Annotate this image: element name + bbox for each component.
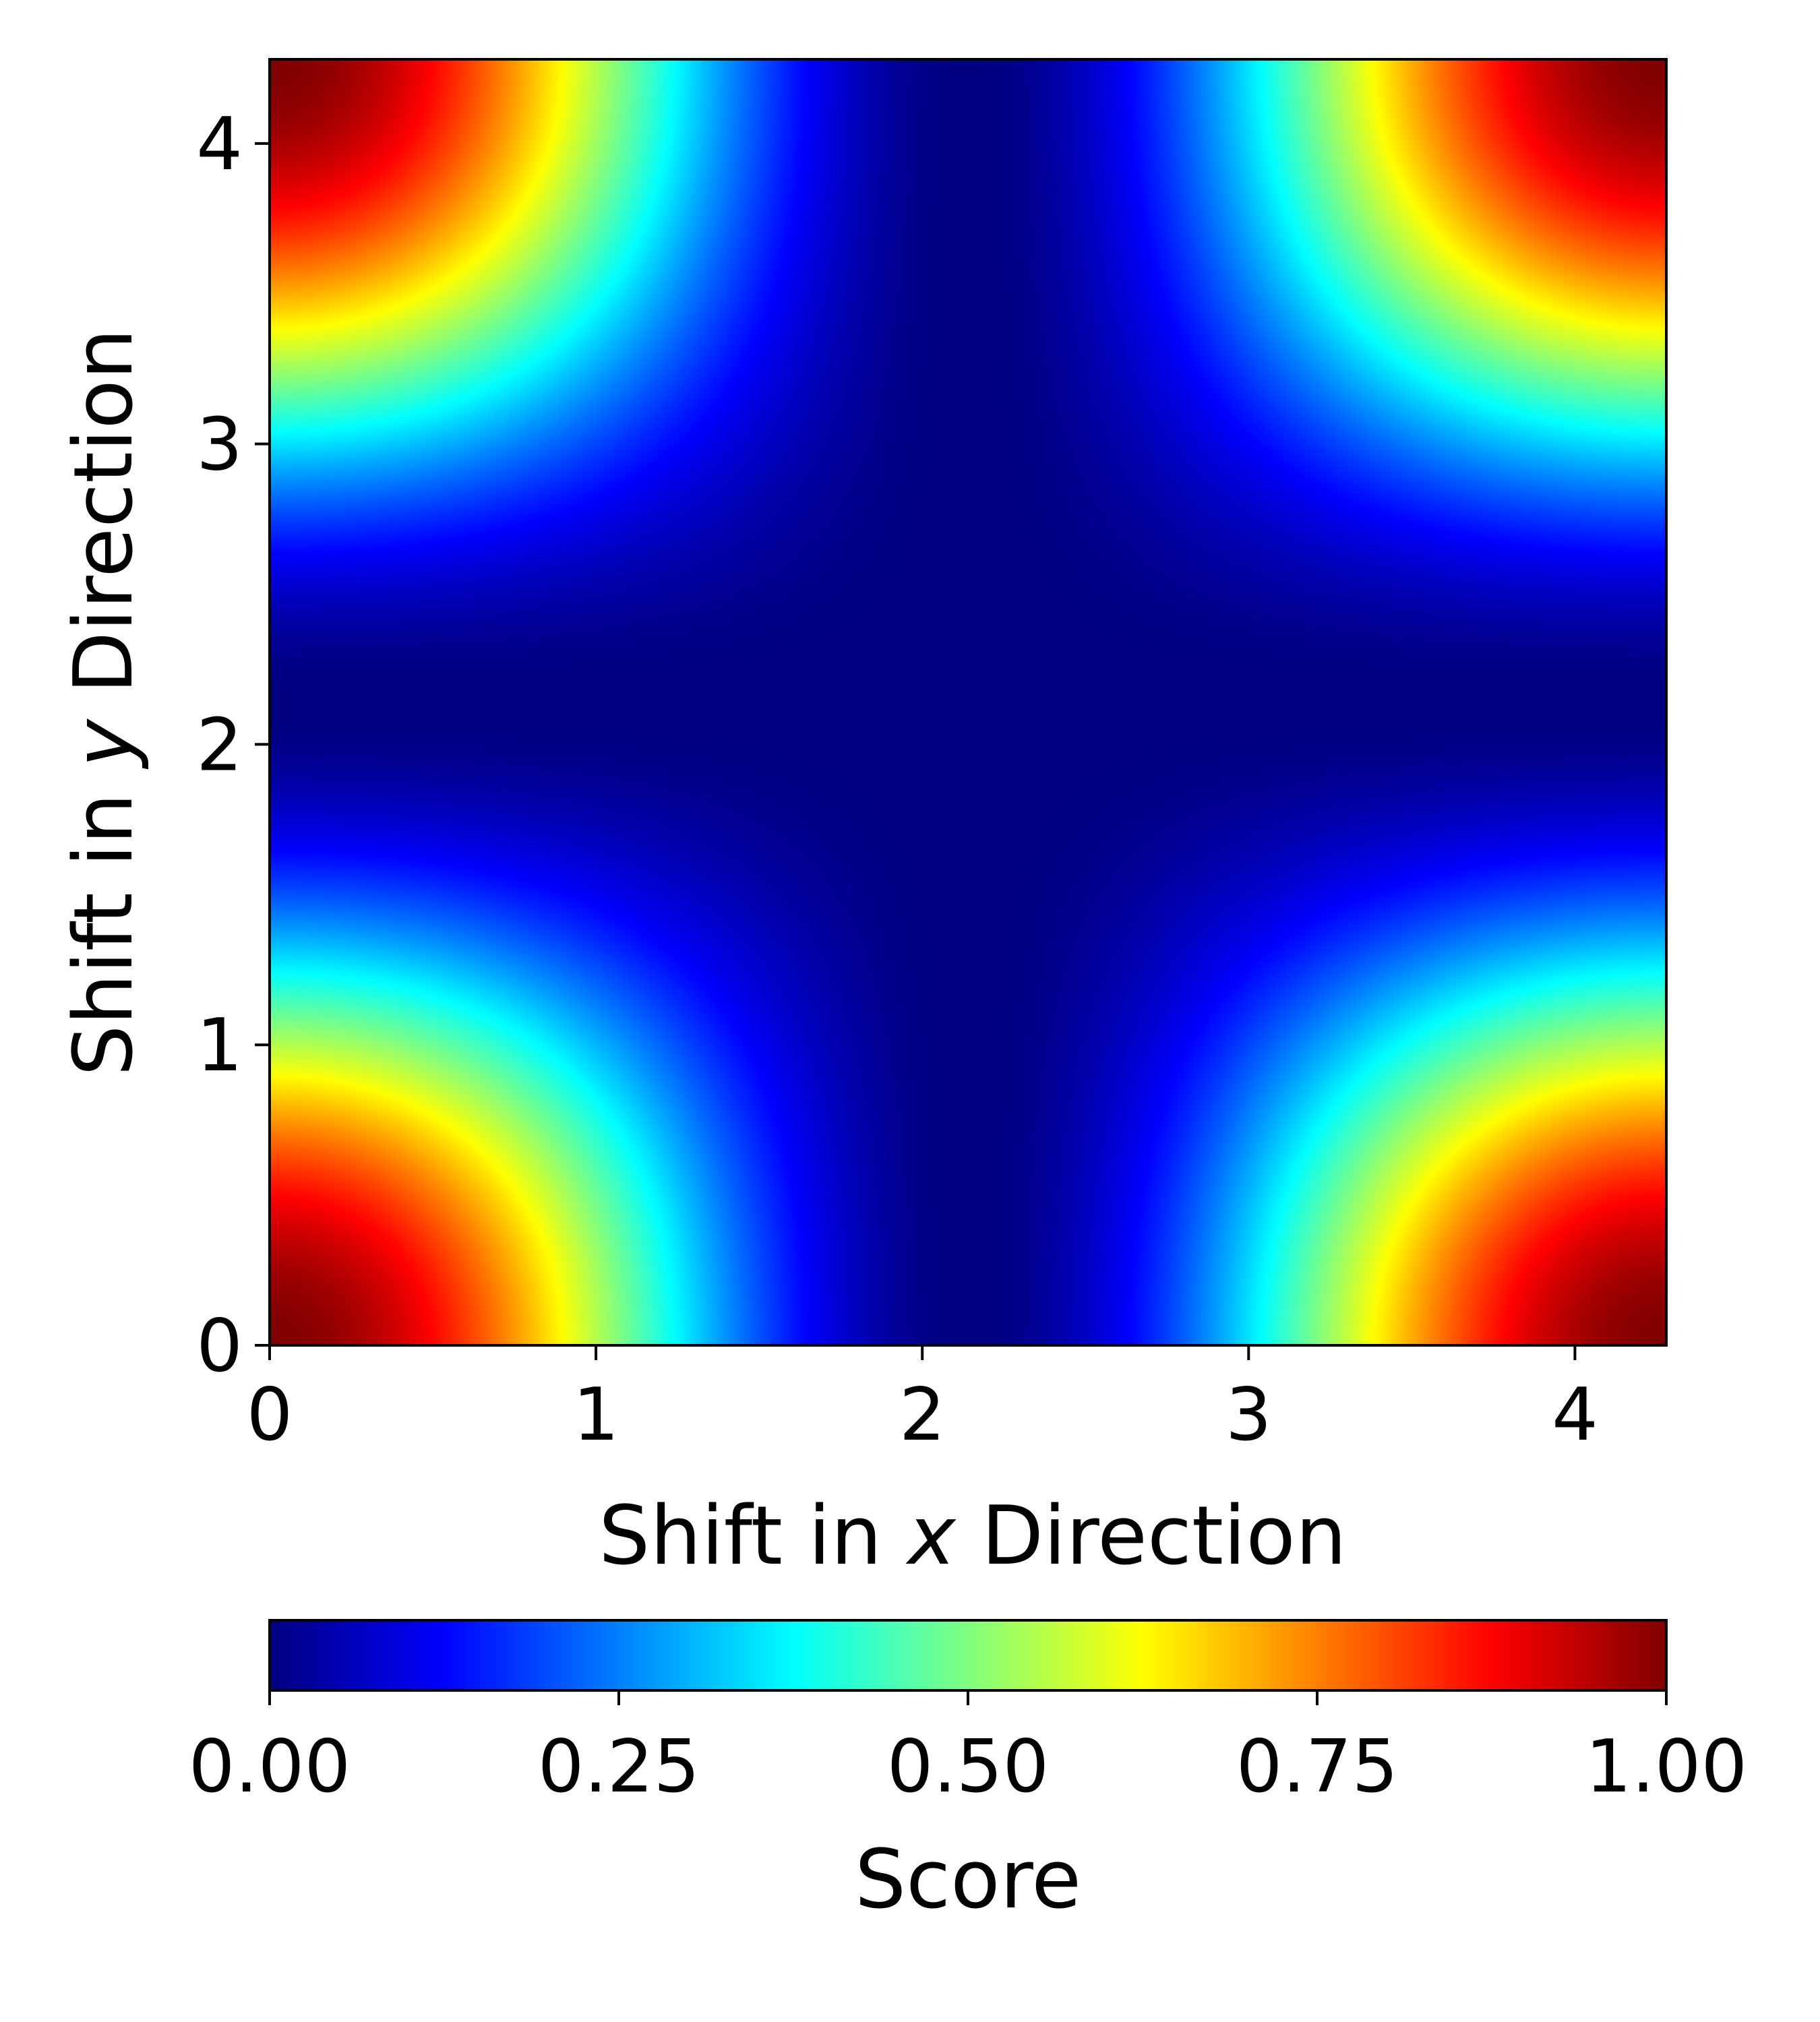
x-tick-label: 2 <box>899 1373 946 1457</box>
colorbar-tick-label: 0.50 <box>887 1725 1049 1809</box>
x-tick-label: 3 <box>1225 1373 1272 1457</box>
x-axis-label-var: x <box>905 1490 957 1583</box>
colorbar-tick-label: 0.00 <box>189 1725 351 1809</box>
colorbar <box>268 1619 1668 1692</box>
x-tick-label: 1 <box>573 1373 619 1457</box>
x-axis-label-suffix: Direction <box>956 1490 1347 1583</box>
colorbar-label: Score <box>855 1833 1081 1927</box>
x-axis-label: Shift in x Direction <box>599 1490 1347 1583</box>
x-tick-label: 4 <box>1552 1373 1598 1457</box>
y-tick-label: 1 <box>196 1004 243 1088</box>
x-axis-ticks: 0 1 2 3 4 <box>247 1345 1598 1457</box>
x-tick-label: 0 <box>247 1373 293 1457</box>
y-tick-label: 0 <box>196 1304 243 1388</box>
y-axis-ticks: 0 1 2 3 4 <box>196 102 270 1388</box>
colorbar-ticks: 0.00 0.25 0.50 0.75 1.00 <box>189 1690 1747 1809</box>
plot-frame <box>268 58 1668 1347</box>
colorbar-tick-label: 1.00 <box>1585 1725 1747 1809</box>
colorbar-tick-label: 0.75 <box>1236 1725 1398 1809</box>
y-axis-label-suffix: Direction <box>57 328 151 719</box>
y-axis-label: Shift in y Direction <box>57 328 151 1076</box>
y-tick-label: 4 <box>196 102 243 187</box>
y-axis-label-prefix: Shift in <box>57 767 151 1076</box>
y-tick-label: 2 <box>196 703 243 787</box>
colorbar-tick-label: 0.25 <box>538 1725 700 1809</box>
heatmap <box>270 59 1666 1345</box>
y-axis-label-var: y <box>57 718 151 769</box>
x-axis-label-prefix: Shift in <box>599 1490 907 1583</box>
y-tick-label: 3 <box>196 403 243 487</box>
